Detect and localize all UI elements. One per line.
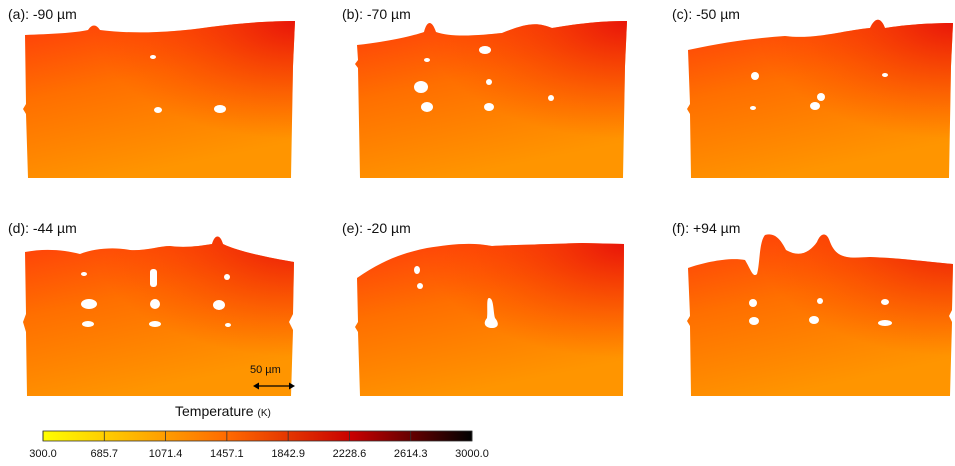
colorbar-gradient bbox=[42, 430, 473, 442]
pore bbox=[421, 102, 433, 112]
colorbar-title-text: Temperature bbox=[175, 403, 254, 419]
pore bbox=[749, 317, 759, 325]
pore bbox=[751, 72, 759, 80]
melt-pool-panel-d bbox=[23, 236, 294, 396]
hot-zone bbox=[687, 234, 953, 396]
panel-label-f: (f): +94 µm bbox=[672, 220, 741, 236]
pore bbox=[882, 251, 888, 255]
panel-label-c: (c): -50 µm bbox=[672, 6, 740, 22]
pore bbox=[878, 320, 892, 326]
pore bbox=[486, 79, 492, 85]
pore bbox=[750, 106, 756, 110]
pore bbox=[81, 272, 87, 276]
pore bbox=[154, 107, 162, 113]
melt-pool-panel-a bbox=[23, 21, 295, 178]
hot-zone bbox=[23, 21, 295, 178]
colorbar-tick-label: 3000.0 bbox=[455, 448, 489, 460]
pore bbox=[479, 46, 491, 54]
pore bbox=[224, 274, 230, 280]
colorbar-unit: (K) bbox=[257, 408, 271, 419]
pore bbox=[150, 269, 157, 287]
pore bbox=[484, 298, 498, 328]
pore bbox=[82, 321, 94, 327]
colorbar-title: Temperature (K) bbox=[175, 403, 271, 419]
pore bbox=[150, 55, 156, 59]
pore bbox=[81, 299, 97, 309]
hot-zone bbox=[355, 21, 627, 178]
colorbar-tick-label: 2228.6 bbox=[332, 448, 367, 460]
melt-pool-panel-b bbox=[355, 21, 627, 178]
colorbar-tick-label: 685.7 bbox=[90, 448, 119, 460]
colorbar-tick-label: 1457.1 bbox=[210, 448, 244, 460]
pore bbox=[810, 102, 820, 110]
colorbar-tick-label: 2614.3 bbox=[393, 448, 428, 460]
pore bbox=[414, 81, 428, 93]
pore bbox=[809, 316, 819, 324]
pore bbox=[817, 93, 825, 101]
panel-label-e: (e): -20 µm bbox=[342, 220, 411, 236]
pore bbox=[414, 266, 420, 274]
pore bbox=[213, 300, 225, 310]
colorbar bbox=[42, 430, 473, 442]
melt-pool-panel-c bbox=[687, 19, 953, 178]
colorbar-tick-label: 1071.4 bbox=[148, 448, 183, 460]
pore bbox=[214, 105, 226, 113]
panel-label-b: (b): -70 µm bbox=[342, 6, 411, 22]
colorbar-ticks bbox=[42, 431, 473, 441]
pore bbox=[548, 95, 554, 101]
scale-bar-label: 50 µm bbox=[250, 364, 281, 376]
pore bbox=[150, 299, 160, 309]
pore bbox=[749, 299, 757, 307]
pore bbox=[484, 103, 494, 111]
melt-pool-panel-e bbox=[355, 243, 624, 396]
panel-label-a: (a): -90 µm bbox=[8, 6, 77, 22]
colorbar-tick-label: 1842.9 bbox=[271, 448, 305, 460]
pore bbox=[882, 73, 888, 77]
melt-pool-panel-f bbox=[687, 234, 953, 396]
colorbar-tick-label: 300.0 bbox=[29, 448, 57, 460]
pore bbox=[817, 298, 823, 304]
pore bbox=[417, 283, 423, 289]
pore bbox=[149, 321, 161, 327]
pore bbox=[881, 299, 889, 305]
pore bbox=[424, 58, 430, 62]
pore bbox=[225, 323, 231, 327]
scale-bar-arrow bbox=[253, 382, 295, 390]
panel-label-d: (d): -44 µm bbox=[8, 220, 77, 236]
